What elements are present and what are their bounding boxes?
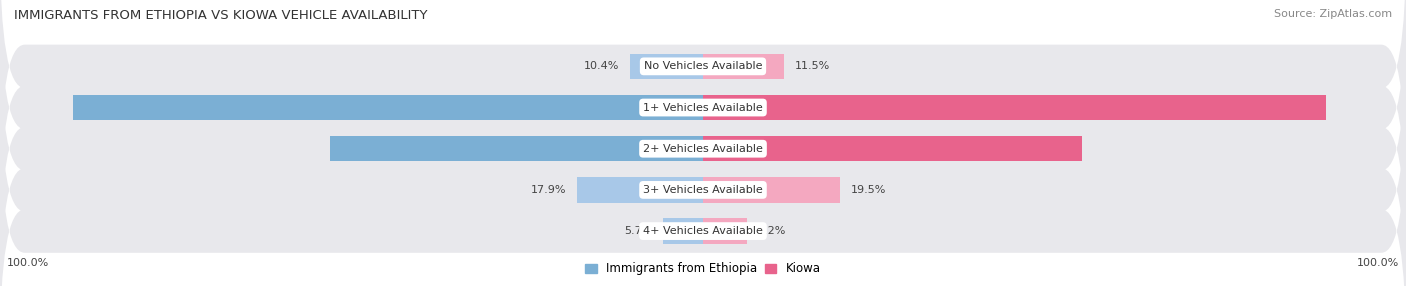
Bar bbox=[578, 177, 703, 203]
Text: 17.9%: 17.9% bbox=[531, 185, 567, 195]
Text: 6.2%: 6.2% bbox=[756, 226, 786, 236]
Bar bbox=[73, 95, 703, 120]
Text: 89.6%: 89.6% bbox=[654, 103, 693, 112]
Legend: Immigrants from Ethiopia, Kiowa: Immigrants from Ethiopia, Kiowa bbox=[581, 258, 825, 280]
Text: 11.5%: 11.5% bbox=[794, 61, 830, 71]
Bar bbox=[703, 53, 785, 79]
Bar bbox=[630, 53, 703, 79]
FancyBboxPatch shape bbox=[0, 0, 1406, 230]
Text: 5.7%: 5.7% bbox=[624, 226, 652, 236]
Text: 19.5%: 19.5% bbox=[851, 185, 886, 195]
Bar bbox=[664, 218, 703, 244]
Text: 2+ Vehicles Available: 2+ Vehicles Available bbox=[643, 144, 763, 154]
Text: Source: ZipAtlas.com: Source: ZipAtlas.com bbox=[1274, 9, 1392, 19]
Text: 1+ Vehicles Available: 1+ Vehicles Available bbox=[643, 103, 763, 112]
Text: IMMIGRANTS FROM ETHIOPIA VS KIOWA VEHICLE AVAILABILITY: IMMIGRANTS FROM ETHIOPIA VS KIOWA VEHICL… bbox=[14, 9, 427, 21]
FancyBboxPatch shape bbox=[0, 26, 1406, 271]
FancyBboxPatch shape bbox=[0, 67, 1406, 286]
Bar bbox=[330, 136, 703, 162]
Text: 100.0%: 100.0% bbox=[7, 258, 49, 268]
Text: 3+ Vehicles Available: 3+ Vehicles Available bbox=[643, 185, 763, 195]
Text: 53.9%: 53.9% bbox=[713, 144, 752, 154]
Text: 88.6%: 88.6% bbox=[713, 103, 752, 112]
FancyBboxPatch shape bbox=[0, 109, 1406, 286]
Bar bbox=[703, 136, 1083, 162]
Text: No Vehicles Available: No Vehicles Available bbox=[644, 61, 762, 71]
Text: 53.0%: 53.0% bbox=[654, 144, 693, 154]
Text: 100.0%: 100.0% bbox=[1357, 258, 1399, 268]
Bar bbox=[703, 177, 841, 203]
Bar bbox=[703, 95, 1326, 120]
Bar bbox=[703, 218, 747, 244]
Text: 4+ Vehicles Available: 4+ Vehicles Available bbox=[643, 226, 763, 236]
FancyBboxPatch shape bbox=[0, 0, 1406, 189]
Text: 10.4%: 10.4% bbox=[583, 61, 619, 71]
